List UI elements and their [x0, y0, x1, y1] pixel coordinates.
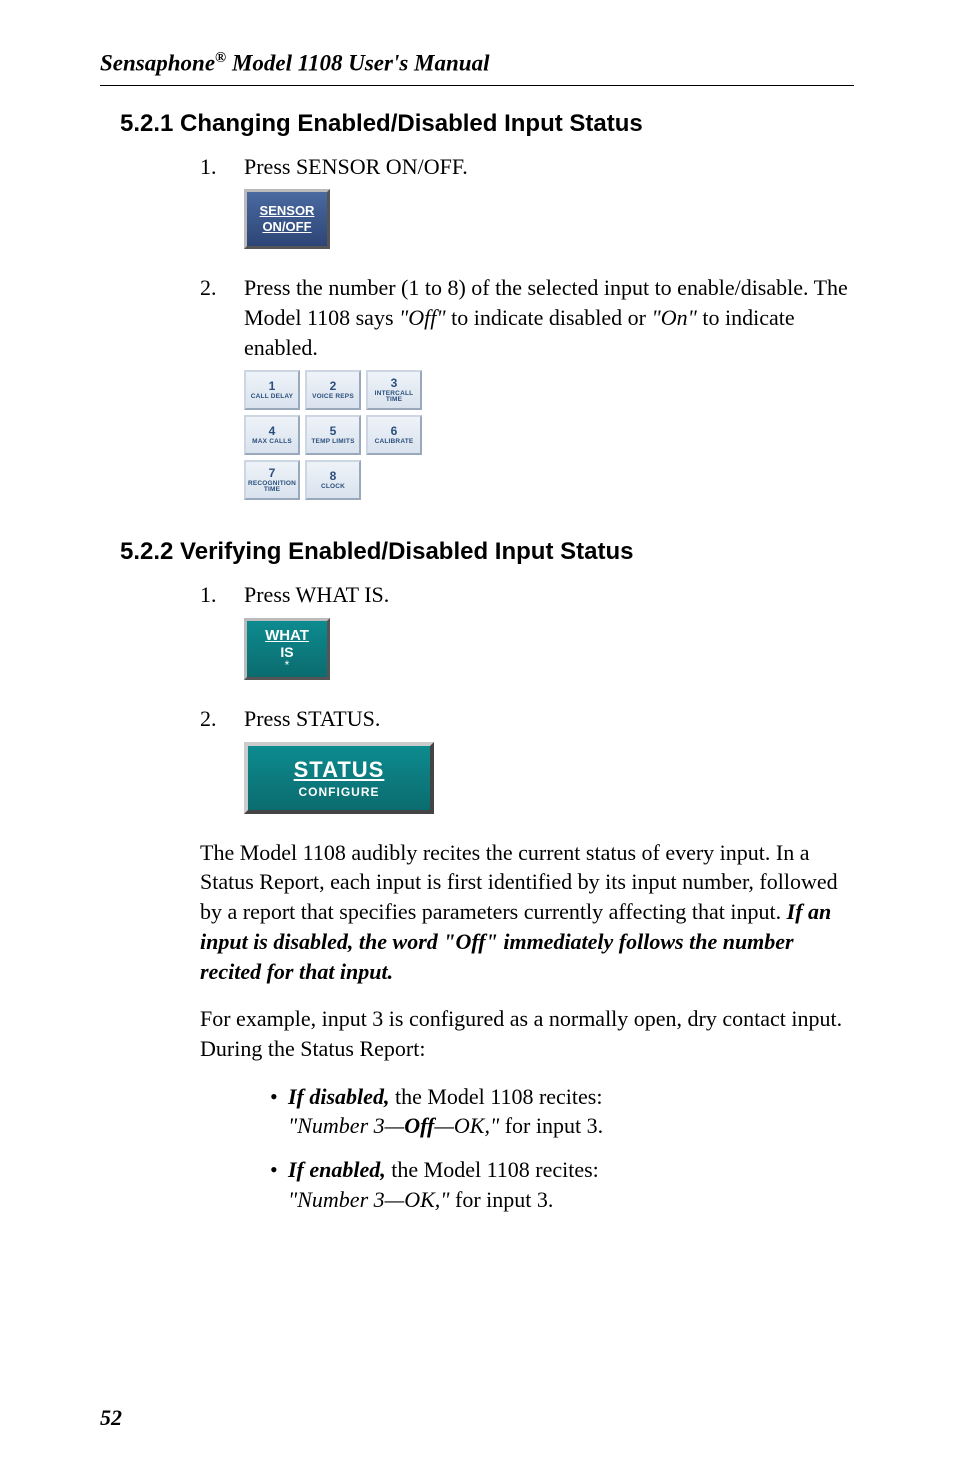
key-label: RECOGNITION TIME [246, 481, 298, 495]
tail: for input 3. [499, 1113, 603, 1138]
q: —OK," [434, 1113, 499, 1138]
keypad: 1CALL DELAY 2VOICE REPS 3INTERCALL TIME … [244, 370, 854, 500]
what-btn-line1: WHAT [265, 627, 309, 644]
step-body: Press the number (1 to 8) of the selecte… [244, 273, 854, 362]
sect2-step1: 1. Press WHAT IS. [200, 580, 854, 610]
key-num: 7 [269, 467, 276, 479]
sect1-step2: 2. Press the number (1 to 8) of the sele… [200, 273, 854, 362]
step-number: 2. [200, 704, 244, 734]
status-btn-line1: STATUS [294, 757, 385, 783]
bullet-body: If enabled, the Model 1108 recites: "Num… [288, 1155, 854, 1214]
text: the Model 1108 recites: [389, 1084, 602, 1109]
page-header: Sensaphone® Model 1108 User's Manual [100, 50, 854, 77]
key-num: 5 [330, 425, 337, 437]
key-num: 8 [330, 470, 337, 482]
bullet-disabled: • If disabled, the Model 1108 recites: "… [270, 1082, 854, 1141]
bullet-dot: • [270, 1155, 288, 1214]
header-sup: ® [215, 50, 226, 66]
quote: "Number 3—OK," [288, 1187, 450, 1212]
step-body: Press SENSOR ON/OFF. [244, 152, 854, 182]
text: to indicate disabled or [446, 305, 652, 330]
key-label: MAX CALLS [252, 439, 292, 446]
key-num: 3 [391, 377, 398, 389]
section-2-heading: 5.2.2 Verifying Enabled/Disabled Input S… [120, 538, 854, 566]
q-bold: Off [404, 1113, 434, 1138]
keypad-key-6: 6 CALIBRATE [366, 415, 422, 455]
status-button: STATUS CONFIGURE [244, 742, 434, 814]
key-label: CLOCK [321, 484, 345, 491]
what-btn-line3: * [285, 658, 290, 672]
step-number: 2. [200, 273, 244, 362]
key-label: CALIBRATE [375, 439, 414, 446]
text: The Model 1108 audibly recites the curre… [200, 840, 838, 924]
text: the Model 1108 recites: [386, 1157, 599, 1182]
status-button-image: STATUS CONFIGURE [244, 742, 854, 814]
para-status-explain: The Model 1108 audibly recites the curre… [200, 838, 854, 986]
sensor-btn-line1: SENSOR [260, 203, 315, 219]
key-num: 2 [330, 380, 337, 392]
section-1-heading: 5.2.1 Changing Enabled/Disabled Input St… [120, 110, 854, 138]
status-btn-line2: CONFIGURE [299, 785, 380, 799]
key-label: CALL DELAY [251, 394, 293, 401]
para-example: For example, input 3 is configured as a … [200, 1004, 854, 1063]
whatis-button-image: WHAT IS * [244, 618, 854, 680]
lead: If disabled, [288, 1084, 389, 1109]
sensor-onoff-button: SENSOR ON/OFF [244, 189, 330, 249]
bullet-body: If disabled, the Model 1108 recites: "Nu… [288, 1082, 854, 1141]
page-number: 52 [100, 1405, 122, 1431]
step-body: Press WHAT IS. [244, 580, 854, 610]
sensor-btn-line2: ON/OFF [262, 219, 311, 235]
bullet-dot: • [270, 1082, 288, 1141]
keypad-key-2: 2 VOICE REPS [305, 370, 361, 410]
header-post: Model 1108 User's Manual [226, 51, 489, 76]
quote: "On" [652, 305, 697, 330]
keypad-key-8: 8 CLOCK [305, 460, 361, 500]
tail: for input 3. [450, 1187, 554, 1212]
quote: "Off" [399, 305, 446, 330]
lead: If enabled, [288, 1157, 386, 1182]
key-num: 4 [269, 425, 276, 437]
step-number: 1. [200, 152, 244, 182]
keypad-key-3: 3 INTERCALL TIME [366, 370, 422, 410]
keypad-image: 1CALL DELAY 2VOICE REPS 3INTERCALL TIME … [244, 370, 854, 500]
key-label: INTERCALL TIME [368, 391, 420, 405]
step-body: Press STATUS. [244, 704, 854, 734]
header-rule [100, 85, 854, 86]
q: "Number 3— [288, 1113, 404, 1138]
what-is-button: WHAT IS * [244, 618, 330, 680]
header-pre: Sensaphone [100, 51, 215, 76]
key-label: VOICE REPS [312, 394, 354, 401]
key-num: 1 [269, 380, 276, 392]
step-number: 1. [200, 580, 244, 610]
keypad-key-7: 7 RECOGNITION TIME [244, 460, 300, 500]
sensor-button-image: SENSOR ON/OFF [244, 189, 854, 249]
bullet-enabled: • If enabled, the Model 1108 recites: "N… [270, 1155, 854, 1214]
example-bullets: • If disabled, the Model 1108 recites: "… [270, 1082, 854, 1215]
sect1-step1: 1. Press SENSOR ON/OFF. [200, 152, 854, 182]
key-num: 6 [391, 425, 398, 437]
keypad-key-5: 5 TEMP LIMITS [305, 415, 361, 455]
sect2-step2: 2. Press STATUS. [200, 704, 854, 734]
keypad-key-1: 1 CALL DELAY [244, 370, 300, 410]
key-label: TEMP LIMITS [311, 439, 354, 446]
keypad-key-4: 4 MAX CALLS [244, 415, 300, 455]
quote: "Number 3—Off—OK," [288, 1113, 499, 1138]
